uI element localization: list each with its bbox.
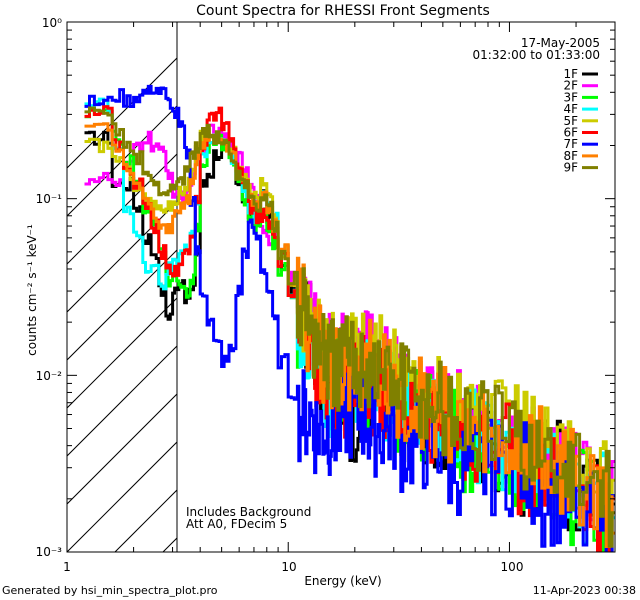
annotation-background: Includes Background <box>186 505 311 519</box>
legend-label-8f: 8F <box>563 149 578 163</box>
chart-title: Count Spectra for RHESSI Front Segments <box>196 3 490 19</box>
y-tick-label-1e-2: 10⁻² <box>36 369 63 383</box>
y-tick-label-1e-1: 10⁻¹ <box>36 192 63 206</box>
footer-generator: Generated by hsi_min_spectra_plot.pro <box>2 584 218 597</box>
footer-timestamp: 11-Apr-2023 00:38 <box>533 584 636 597</box>
hatch-line <box>67 249 177 361</box>
y-tick-label-1e-3: 10⁻³ <box>36 545 63 559</box>
observation-time-range: 01:32:00 to 01:33:00 <box>473 48 600 62</box>
plot-frame <box>66 21 616 553</box>
legend-label-7f: 7F <box>563 137 578 151</box>
y-axis-label: counts cm⁻² s⁻¹ keV⁻¹ <box>25 224 39 356</box>
legend-label-5f: 5F <box>563 114 578 128</box>
hatch-line <box>67 201 177 313</box>
hatch-line <box>67 105 177 217</box>
legend-label-9f: 9F <box>563 161 578 175</box>
y-tick-label-1e0: 10⁰ <box>42 16 62 30</box>
legend-label-6f: 6F <box>563 126 578 140</box>
series-layer <box>84 84 615 552</box>
observation-date: 17-May-2005 <box>521 36 600 50</box>
x-tick-label-1: 1 <box>63 560 71 574</box>
axis-ticks <box>66 22 616 553</box>
legend-label-4f: 4F <box>563 102 578 116</box>
series-9f <box>84 106 615 548</box>
x-tick-label-100: 100 <box>501 560 524 574</box>
hatch-line <box>67 441 177 552</box>
hatch-line <box>67 393 177 505</box>
x-axis-label: Energy (keV) <box>304 574 381 588</box>
legend-label-2f: 2F <box>563 79 578 93</box>
legend-label-3f: 3F <box>563 90 578 104</box>
legend-label-1f: 1F <box>563 67 578 81</box>
annotation-attenuator: Att A0, FDecim 5 <box>186 517 287 531</box>
x-tick-label-10: 10 <box>281 560 296 574</box>
